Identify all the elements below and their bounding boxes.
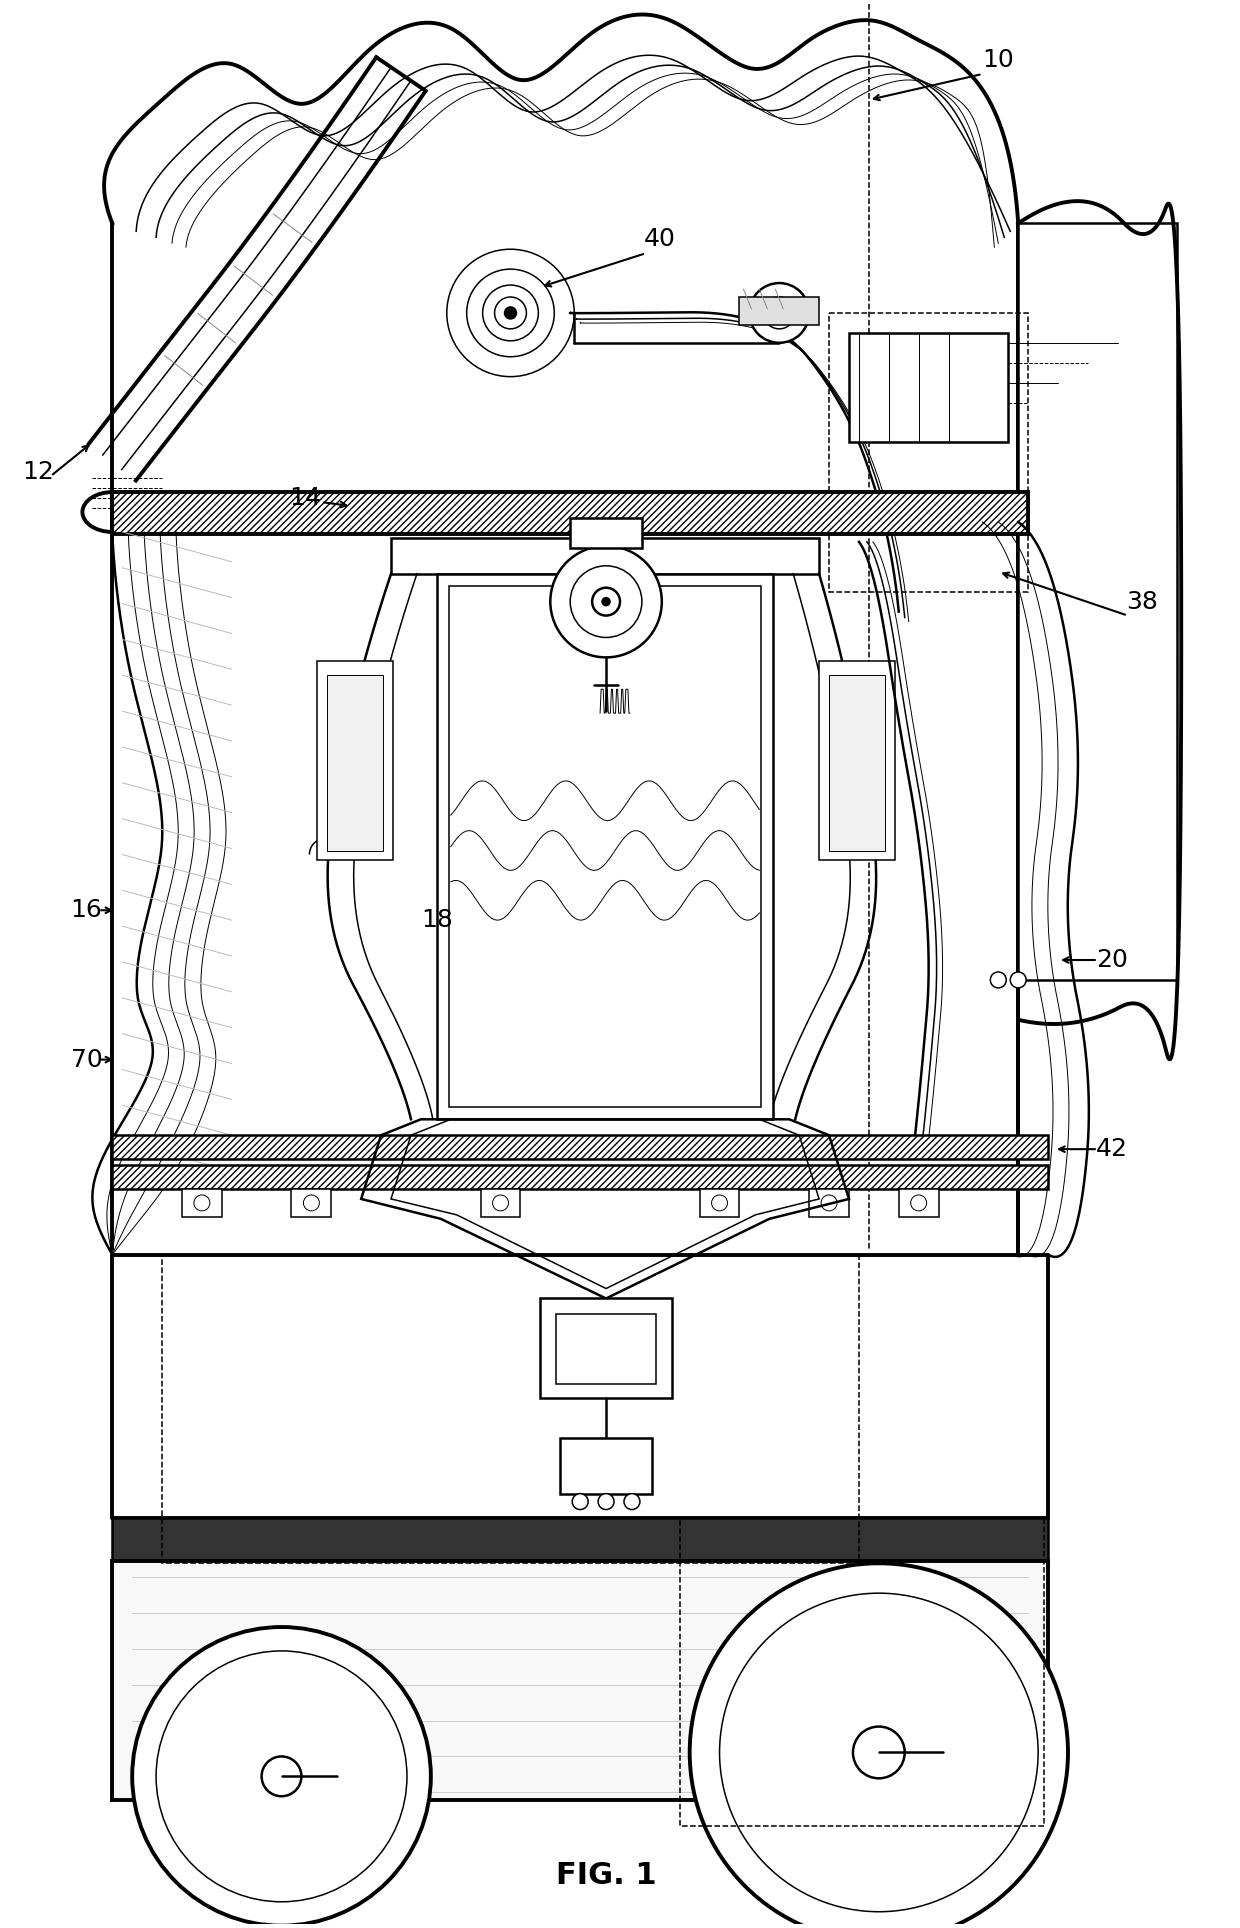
Bar [899,1190,939,1217]
Circle shape [193,1195,210,1211]
Bar [182,1190,222,1217]
Bar [560,1438,652,1494]
Bar [680,1517,1044,1826]
Bar [162,1255,859,1564]
Text: 38: 38 [1126,590,1158,613]
Bar [113,1562,1048,1801]
Text: 10: 10 [982,48,1014,71]
Bar [391,538,820,575]
Bar [830,675,885,850]
Bar [557,1315,656,1384]
Bar [570,519,642,548]
Bar [830,312,1028,592]
Circle shape [991,972,1007,987]
Circle shape [505,307,517,318]
Text: 16: 16 [71,898,103,922]
Circle shape [598,1494,614,1510]
Circle shape [133,1627,430,1926]
Bar [1018,224,1178,979]
Circle shape [482,285,538,341]
Bar [449,586,761,1107]
Circle shape [492,1195,508,1211]
Bar [820,661,895,860]
Circle shape [689,1564,1068,1928]
Circle shape [446,249,574,376]
Bar [699,1190,739,1217]
Text: 18: 18 [420,908,453,933]
Bar [113,1517,1048,1562]
Circle shape [712,1195,728,1211]
Circle shape [910,1195,926,1211]
Bar [291,1190,331,1217]
Bar [327,675,383,850]
Circle shape [719,1593,1038,1913]
Bar [541,1298,672,1398]
Text: 20: 20 [1096,949,1127,972]
Bar [739,297,820,326]
Text: 12: 12 [22,461,55,484]
Bar [1018,224,1178,979]
Circle shape [821,1195,837,1211]
Bar [810,1190,849,1217]
Bar [317,661,393,860]
Text: FIG. 1: FIG. 1 [556,1861,656,1889]
Circle shape [853,1727,905,1778]
Text: 70: 70 [71,1047,102,1072]
Circle shape [466,270,554,357]
Text: 42: 42 [1096,1138,1128,1161]
Bar [436,575,774,1120]
Circle shape [1011,972,1027,987]
Circle shape [749,283,810,343]
Circle shape [764,297,795,330]
Circle shape [304,1195,320,1211]
Circle shape [572,1494,588,1510]
Circle shape [262,1756,301,1797]
Bar [113,1165,1048,1190]
Bar [849,334,1008,442]
Circle shape [593,588,620,615]
Circle shape [570,565,642,638]
Circle shape [603,598,610,605]
Text: 40: 40 [644,228,676,251]
Circle shape [495,297,527,330]
Bar [113,1136,1048,1159]
Circle shape [156,1650,407,1901]
Circle shape [551,546,662,657]
Bar [481,1190,521,1217]
Circle shape [624,1494,640,1510]
Bar [113,492,1028,534]
Text: 14: 14 [289,486,321,511]
